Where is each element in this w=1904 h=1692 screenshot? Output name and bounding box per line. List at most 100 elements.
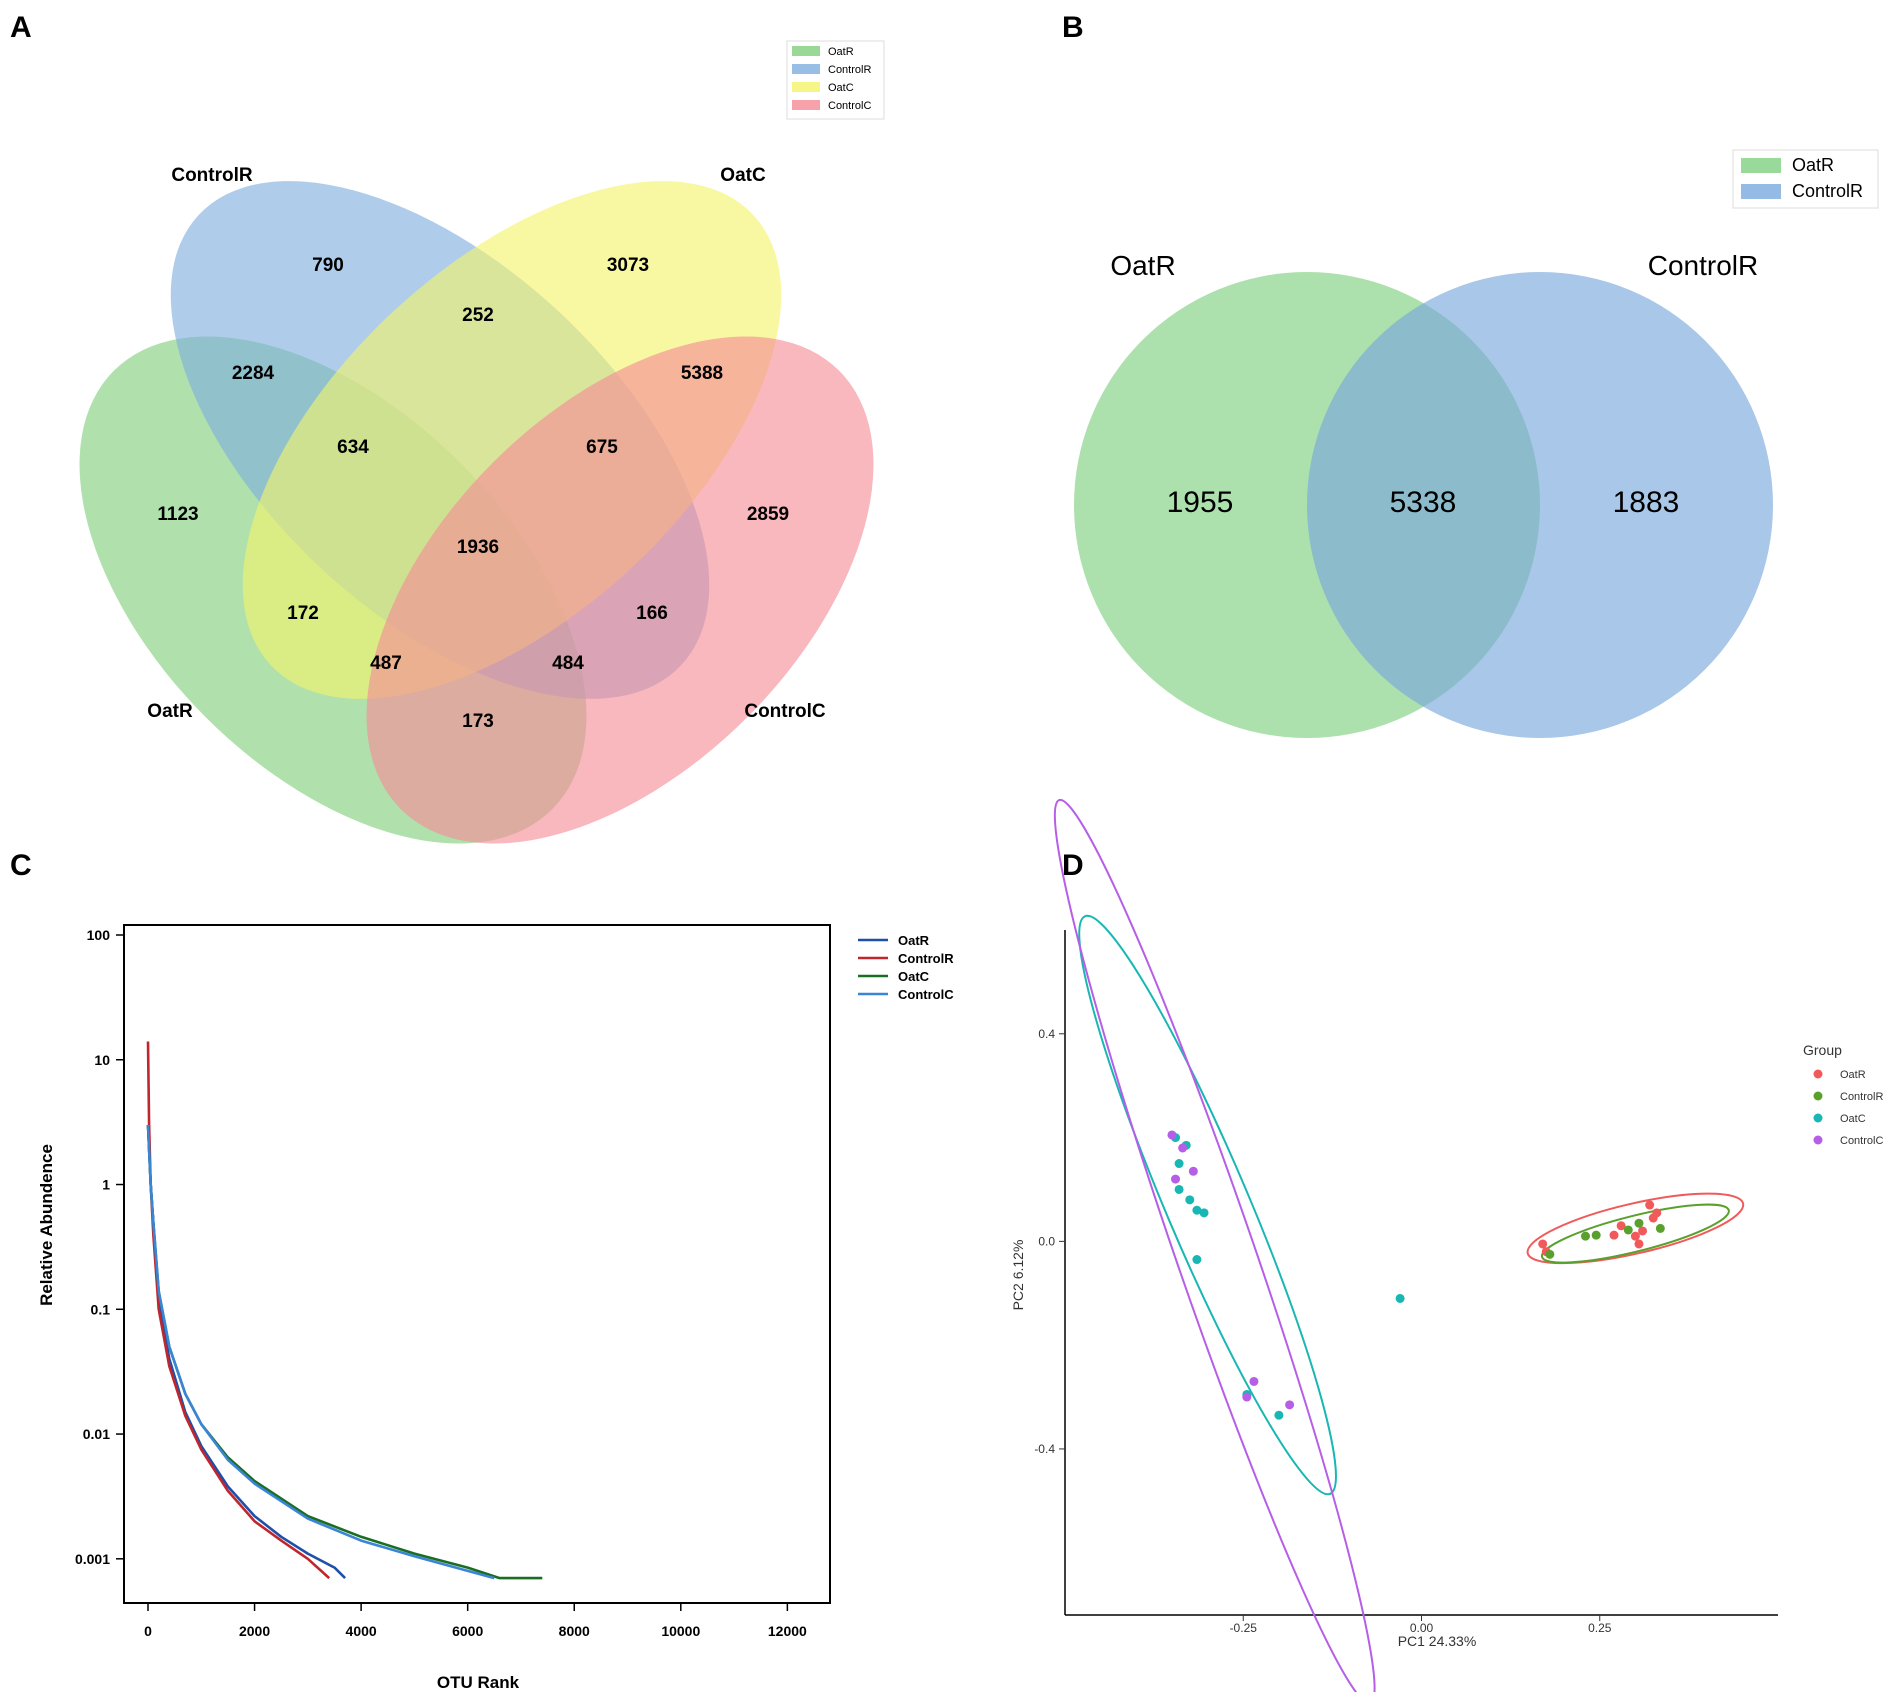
rank-y-ticks: 100 10 1 0.1 0.01 0.001 [75, 927, 124, 1567]
pca-point-oatr-5 [1634, 1239, 1644, 1249]
pca-points [1167, 1130, 1665, 1420]
pca-legend: OatR ControlR OatC ControlC [1813, 1069, 1883, 1147]
venn-ellipse-oatc [242, 181, 782, 699]
pca-legend-dot-oatc [1813, 1113, 1823, 1123]
panel-b-legend: OatR ControlR [1732, 149, 1879, 209]
pca-legend-title: Group [1803, 1042, 1842, 1058]
rank-legend-label-oatr: OatR [898, 933, 930, 948]
venn-count-oatr-controlr: 2284 [232, 363, 275, 384]
pca-point-controlc-0 [1167, 1130, 1177, 1140]
rank-y-tick-label-1: 10 [94, 1052, 110, 1068]
rank-y-tick-label-4: 0.01 [83, 1426, 110, 1442]
legend-label-oatc: OatC [828, 82, 854, 94]
pca-ticks: -0.25 0.00 0.25 0.4 0.0 -0.4 [1034, 1027, 1611, 1635]
venn-ellipse-controlc [366, 336, 874, 844]
legend-label-controlr: ControlR [828, 64, 871, 76]
venn-count-oatr-oatc: 172 [287, 603, 319, 624]
legend-swatch-controlc [792, 100, 820, 110]
panel-d-letter: D [1062, 849, 1084, 882]
venn-count-controlc-only: 2859 [747, 504, 789, 525]
rank-x-tick-label-2: 4000 [346, 1623, 377, 1639]
pca-point-oatc-10 [1395, 1293, 1405, 1303]
venn-count-all-four: 1936 [457, 537, 499, 558]
panel-b-letter: B [1062, 11, 1084, 44]
pca-point-controlc-5 [1249, 1376, 1259, 1386]
venn-set-label-oatr: OatR [147, 701, 193, 722]
legend-label-oatr: OatR [828, 46, 854, 58]
panel-c: C 100 10 1 0.1 0.01 0.001 0 2000 4000 6000 8000 10… [10, 849, 954, 1692]
panel-c-letter: C [10, 849, 32, 882]
venn2-set-label-oatr: OatR [1110, 250, 1175, 281]
pca-point-controlc-3 [1188, 1166, 1198, 1176]
pca-point-controlc-2 [1178, 1143, 1188, 1153]
panel-d: D -0.25 0.00 0.25 0.4 0.0 -0.4 PC1 24.33% PC2… [1010, 798, 1883, 1692]
pca-point-controlc-1 [1171, 1174, 1181, 1184]
pca-x-tick-label-1: 0.00 [1410, 1621, 1434, 1635]
venn-count-oatr-controlr-controlc: 484 [552, 653, 584, 674]
pca-point-oatc-7 [1192, 1255, 1202, 1265]
venn-count-controlr-oatc: 252 [462, 305, 494, 326]
rank-y-tick-label-2: 1 [102, 1177, 110, 1193]
pca-point-controlr-5 [1655, 1223, 1665, 1233]
pca-point-oatc-3 [1174, 1184, 1184, 1194]
pca-point-controlr-2 [1591, 1230, 1601, 1240]
pca-point-oatc-9 [1274, 1410, 1284, 1420]
rank-legend-label-oatc: OatC [898, 969, 930, 984]
pca-y-axis-title: PC2 6.12% [1010, 1240, 1026, 1311]
rank-x-axis-title: OTU Rank [437, 1673, 520, 1692]
pca-legend-label-oatr: OatR [1840, 1069, 1866, 1081]
pca-point-oatr-3 [1616, 1221, 1626, 1231]
pca-point-oatr-2 [1609, 1230, 1619, 1240]
pca-point-oatc-2 [1174, 1159, 1184, 1169]
pca-ellipse-controlc [1053, 798, 1376, 1692]
panel-a-legend: OatR ControlR OatC ControlC [786, 40, 885, 120]
venn-count-controlr-controlc: 166 [636, 603, 668, 624]
venn2-circle-controlr [1307, 272, 1773, 738]
legend-swatch-controlr [792, 64, 820, 74]
pca-x-tick-label-2: 0.25 [1588, 1621, 1612, 1635]
rank-x-tick-label-6: 12000 [768, 1623, 807, 1639]
venn2-count-oatr-only: 1955 [1167, 486, 1234, 519]
pca-ellipse-oatc [1078, 914, 1337, 1496]
pca-legend-label-oatc: OatC [1840, 1113, 1866, 1125]
pca-point-controlr-0 [1545, 1249, 1555, 1259]
rank-x-tick-label-4: 8000 [559, 1623, 590, 1639]
venn-count-controlr-only: 790 [312, 255, 344, 276]
venn-count-oatr-controlc: 173 [462, 711, 494, 732]
pca-legend-dot-oatr [1813, 1069, 1823, 1079]
pca-point-oatr-0 [1538, 1239, 1548, 1249]
pca-point-oatc-6 [1199, 1208, 1209, 1218]
rank-y-tick-label-3: 0.1 [91, 1301, 111, 1317]
venn-count-oatr-controlr-oatc: 634 [337, 437, 369, 458]
rank-y-tick-label-0: 100 [87, 927, 111, 943]
pca-point-controlc-6 [1285, 1400, 1295, 1410]
rank-y-tick-label-5: 0.001 [75, 1551, 110, 1567]
pca-ellipse-controlr [1540, 1203, 1730, 1264]
venn-count-oatr-oatc-controlc: 487 [370, 653, 402, 674]
pca-point-oatc-5 [1192, 1205, 1202, 1215]
venn-count-controlr-oatc-controlc: 675 [586, 437, 618, 458]
venn-set-label-controlr: ControlR [171, 165, 253, 186]
legend-b-swatch-oatr [1741, 158, 1781, 173]
pca-point-oatc-4 [1185, 1195, 1195, 1205]
pca-point-controlr-3 [1623, 1225, 1633, 1235]
pca-x-tick-label-0: -0.25 [1230, 1621, 1258, 1635]
rank-x-tick-label-0: 0 [144, 1623, 152, 1639]
rank-x-tick-label-3: 6000 [452, 1623, 483, 1639]
legend-b-swatch-controlr [1741, 184, 1781, 199]
pca-point-controlr-4 [1634, 1218, 1644, 1228]
pca-ellipse-oatr [1526, 1192, 1745, 1265]
pca-legend-dot-controlc [1813, 1135, 1823, 1145]
rank-lines [146, 1041, 543, 1580]
legend-b-label-oatr: OatR [1792, 155, 1834, 175]
pca-legend-label-controlc: ControlC [1840, 1135, 1883, 1147]
venn2-count-controlr-only: 1883 [1613, 486, 1680, 519]
rank-legend: OatR ControlR OatC ControlC [858, 933, 954, 1002]
rank-plot-frame [123, 924, 831, 1604]
panel-a-letter: A [10, 11, 32, 44]
venn2-count-shared: 5338 [1390, 486, 1457, 519]
pca-legend-dot-controlr [1813, 1091, 1823, 1101]
pca-legend-label-controlr: ControlR [1840, 1091, 1883, 1103]
pca-point-oatr-8 [1652, 1208, 1662, 1218]
legend-label-controlc: ControlC [828, 100, 871, 112]
